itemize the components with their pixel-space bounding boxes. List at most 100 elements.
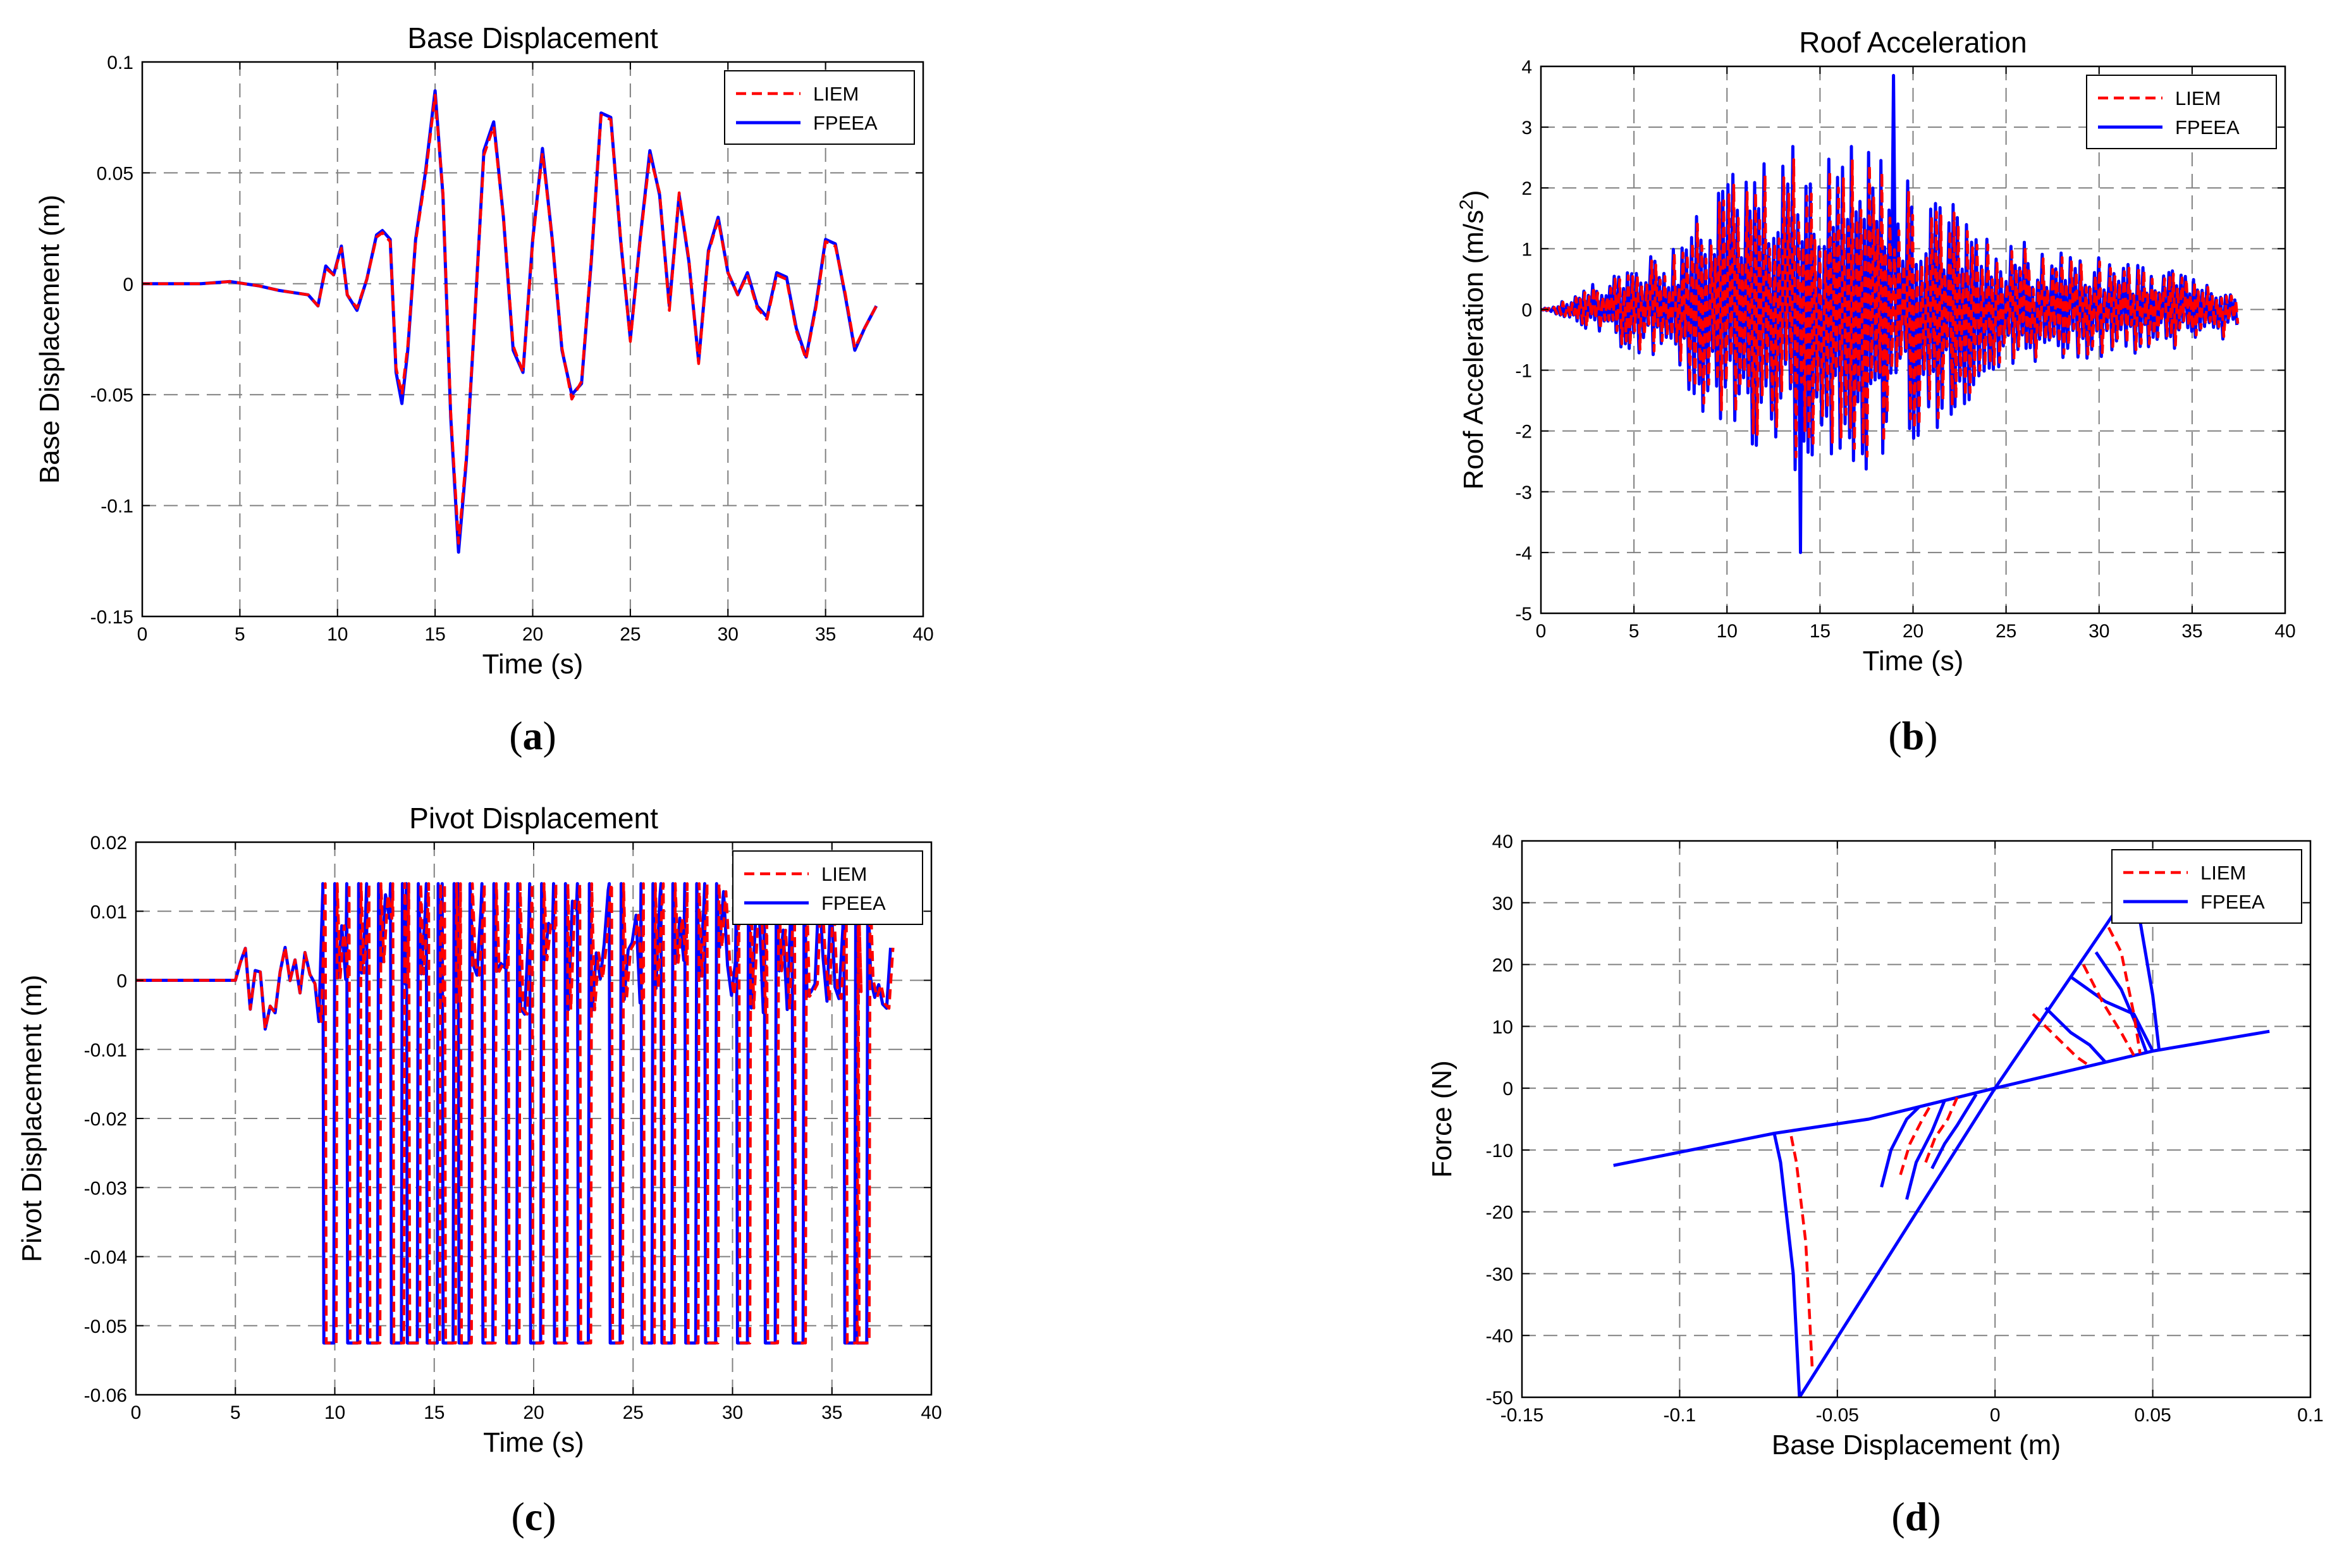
panel-caption-letter: d: [1905, 1494, 1928, 1539]
x-tick-label: 0: [137, 624, 148, 645]
x-tick-label: 10: [327, 624, 348, 645]
y-tick-label: -0.03: [84, 1178, 127, 1199]
x-tick-label: 40: [912, 624, 933, 645]
fpeea-series-line: [142, 89, 878, 554]
x-axis-label: Base Displacement (m): [1772, 1430, 2061, 1461]
plot-frame: [1521, 840, 2312, 1399]
y-tick-label: 40: [1492, 831, 1513, 852]
chart-title: Roof Acceleration: [1799, 26, 2027, 59]
liem-loop-line: [1899, 1102, 1934, 1175]
y-axis-label-text: Pivot Displacement (m): [16, 975, 47, 1263]
y-tick-label: 0.01: [90, 902, 127, 922]
y-tick-label: -3: [1515, 482, 1532, 503]
liem-loop-line: [1788, 1130, 1814, 1367]
fpeea-series-line: [136, 882, 892, 1345]
x-tick-label: 15: [424, 624, 445, 645]
fpeea-elastic-line: [1798, 902, 2123, 1397]
x-tick-label: 0.1: [2297, 1405, 2324, 1426]
plot-area: [136, 882, 895, 1345]
liem-loop-line: [1924, 1096, 1959, 1163]
y-axis-label-superscript: 2: [1456, 199, 1477, 210]
plot-area: [1541, 73, 2240, 554]
fpeea-backbone-line: [1613, 1029, 2270, 1167]
panel-caption: (d): [1891, 1494, 1941, 1539]
chart-panel-d: -0.15 -0.1 -0.05 0 0.05 0.1 -50 -40 -30 -20 -10 0 10…: [1426, 831, 2324, 1539]
legend-liem-label: LIEM: [821, 863, 867, 885]
y-tick-label: -0.05: [90, 385, 133, 406]
legend: LIEM FPEEA: [2111, 849, 2302, 924]
legend-fpeea-label: FPEEA: [2175, 116, 2240, 138]
legend-box: [2111, 849, 2302, 924]
x-axis-label: Time (s): [482, 649, 584, 680]
y-tick-label: 10: [1492, 1017, 1513, 1038]
liem-series-line: [136, 882, 895, 1345]
legend-fpeea-label: FPEEA: [813, 112, 878, 134]
chart-title: Pivot Displacement: [409, 802, 658, 835]
x-tick-label: 20: [522, 624, 543, 645]
x-tick-label: 15: [424, 1402, 445, 1423]
y-axis-label: Roof Acceleration (m/s2): [1456, 190, 1489, 490]
y-tick-label: 0: [116, 971, 127, 992]
panel-caption-letter: b: [1902, 713, 1925, 758]
y-tick-label: 4: [1521, 57, 1532, 78]
fpeea-loop-line: [1930, 1093, 1978, 1170]
y-tick-label: -20: [1486, 1203, 1513, 1223]
y-tick-label: 0: [123, 274, 133, 295]
x-tick-label: 0: [131, 1402, 142, 1423]
x-tick-label: 10: [1717, 621, 1738, 642]
liem-loop-line: [2107, 926, 2142, 1054]
y-tick-label: 2: [1521, 178, 1532, 199]
y-axis-label: Pivot Displacement (m): [16, 975, 47, 1263]
y-tick-label: -0.06: [84, 1385, 127, 1406]
y-tick-label: -0.02: [84, 1109, 127, 1130]
x-tick-label: 20: [523, 1402, 544, 1423]
y-tick-label: -0.15: [90, 607, 133, 628]
x-tick-label: 0: [1536, 621, 1547, 642]
legend-liem-label: LIEM: [813, 83, 859, 105]
x-tick-label: 35: [821, 1402, 842, 1423]
y-tick-label: 0.05: [97, 163, 133, 184]
y-axis-label-suffix: ): [1458, 190, 1489, 200]
legend-box: [2086, 75, 2277, 149]
y-tick-label: 3: [1521, 118, 1532, 138]
y-axis-label-text: Base Displacement (m): [34, 195, 65, 484]
x-tick-label: -0.1: [1664, 1405, 1696, 1426]
chart-title: Base Displacement: [407, 21, 658, 54]
chart-panel-b: 0 5 10 15 20 25 30 35 40 -5 -4 -3 -2 -1 0 1 2 3 4 Roof Acce…: [1456, 26, 2296, 758]
y-tick-label: -0.04: [84, 1247, 127, 1268]
x-tick-label: 5: [1629, 621, 1640, 642]
grid: [142, 62, 923, 616]
y-axis-label: Force (N): [1426, 1060, 1457, 1178]
x-tick-label: 35: [2181, 621, 2202, 642]
legend-liem-label: LIEM: [2200, 862, 2246, 884]
legend: LIEM FPEEA: [732, 850, 923, 925]
y-tick-label: -10: [1486, 1141, 1513, 1161]
plot-area: [142, 89, 878, 554]
liem-loop-line: [2032, 1013, 2091, 1067]
liem-loop-line: [2082, 964, 2135, 1057]
y-tick-label: -0.01: [84, 1040, 127, 1061]
fpeea-loop-line: [2070, 976, 2154, 1052]
panel-caption: (c): [511, 1494, 556, 1539]
fpeea-loop-line: [1772, 1132, 1801, 1397]
legend-box: [724, 70, 915, 145]
x-tick-label: 40: [921, 1402, 942, 1423]
x-tick-label: 0: [1990, 1405, 2001, 1426]
x-tick-label: 25: [1996, 621, 2016, 642]
y-tick-label: -0.05: [84, 1316, 127, 1337]
fpeea-loop-line: [1880, 1105, 1921, 1188]
panel-caption-letter: c: [525, 1494, 543, 1539]
x-tick-label: 25: [623, 1402, 644, 1423]
y-tick-label: -2: [1515, 422, 1532, 443]
x-axis-label: Time (s): [483, 1427, 584, 1458]
x-tick-label: 40: [2274, 621, 2295, 642]
x-tick-label: 20: [1903, 621, 1923, 642]
y-tick-label: -50: [1486, 1388, 1513, 1409]
x-tick-label: 25: [620, 624, 641, 645]
y-tick-label: 0: [1521, 300, 1532, 321]
legend-fpeea-label: FPEEA: [821, 892, 886, 914]
y-tick-label: 0.02: [90, 833, 127, 854]
liem-series-line: [1542, 158, 2240, 458]
chart-panel-a: 0 5 10 15 20 25 30 35 40 -0.15 -0.1 -0.05 0 0.05 0.1 Ba…: [34, 21, 934, 758]
